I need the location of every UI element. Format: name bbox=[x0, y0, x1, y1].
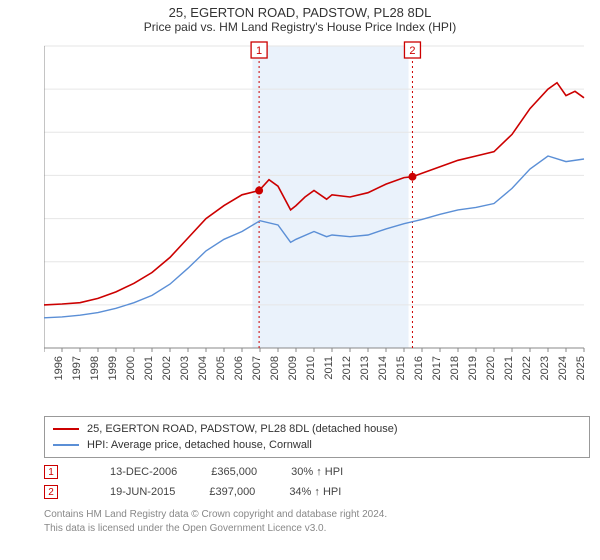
svg-text:2019: 2019 bbox=[467, 356, 479, 380]
svg-text:1996: 1996 bbox=[53, 356, 65, 380]
svg-text:1995: 1995 bbox=[44, 356, 47, 380]
svg-text:2021: 2021 bbox=[503, 356, 515, 380]
svg-text:2011: 2011 bbox=[323, 356, 335, 380]
svg-text:2000: 2000 bbox=[125, 356, 137, 380]
svg-text:2007: 2007 bbox=[251, 356, 263, 380]
svg-text:2013: 2013 bbox=[359, 356, 371, 380]
svg-text:2006: 2006 bbox=[233, 356, 245, 380]
svg-text:2020: 2020 bbox=[485, 356, 497, 380]
svg-text:2003: 2003 bbox=[179, 356, 191, 380]
marker-row: 2 19-JUN-2015 £397,000 34% ↑ HPI bbox=[44, 482, 590, 502]
svg-text:1999: 1999 bbox=[107, 356, 119, 380]
marker-delta: 30% ↑ HPI bbox=[291, 466, 343, 478]
marker-price: £397,000 bbox=[209, 486, 255, 498]
svg-text:1997: 1997 bbox=[71, 356, 83, 380]
legend: 25, EGERTON ROAD, PADSTOW, PL28 8DL (det… bbox=[44, 416, 590, 458]
legend-item-property: 25, EGERTON ROAD, PADSTOW, PL28 8DL (det… bbox=[53, 421, 581, 437]
legend-swatch bbox=[53, 444, 79, 446]
legend-label: HPI: Average price, detached house, Corn… bbox=[87, 439, 312, 451]
svg-text:2022: 2022 bbox=[521, 356, 533, 380]
price-chart: £0£100K£200K£300K£400K£500K£600K£700K199… bbox=[44, 40, 590, 410]
svg-text:2018: 2018 bbox=[449, 356, 461, 380]
footer-line: Contains HM Land Registry data © Crown c… bbox=[44, 508, 590, 522]
marker-row: 1 13-DEC-2006 £365,000 30% ↑ HPI bbox=[44, 462, 590, 482]
marker-badge-icon: 2 bbox=[44, 485, 58, 499]
marker-price: £365,000 bbox=[211, 466, 257, 478]
svg-text:2015: 2015 bbox=[395, 356, 407, 380]
svg-text:2014: 2014 bbox=[377, 356, 389, 380]
svg-text:2002: 2002 bbox=[161, 356, 173, 380]
marker-date: 19-JUN-2015 bbox=[110, 486, 175, 498]
svg-text:2024: 2024 bbox=[557, 356, 569, 380]
marker-date: 13-DEC-2006 bbox=[110, 466, 177, 478]
svg-text:2008: 2008 bbox=[269, 356, 281, 380]
marker-delta: 34% ↑ HPI bbox=[289, 486, 341, 498]
svg-text:2005: 2005 bbox=[215, 356, 227, 380]
svg-text:2009: 2009 bbox=[287, 356, 299, 380]
svg-text:2017: 2017 bbox=[431, 356, 443, 380]
legend-label: 25, EGERTON ROAD, PADSTOW, PL28 8DL (det… bbox=[87, 423, 398, 435]
svg-text:1998: 1998 bbox=[89, 356, 101, 380]
svg-text:2001: 2001 bbox=[143, 356, 155, 380]
marker-badge-icon: 1 bbox=[44, 465, 58, 479]
legend-item-hpi: HPI: Average price, detached house, Corn… bbox=[53, 437, 581, 453]
footer-line: This data is licensed under the Open Gov… bbox=[44, 522, 590, 536]
svg-text:2: 2 bbox=[409, 45, 415, 57]
svg-text:2012: 2012 bbox=[341, 356, 353, 380]
svg-text:2023: 2023 bbox=[539, 356, 551, 380]
svg-text:2010: 2010 bbox=[305, 356, 317, 380]
svg-text:1: 1 bbox=[256, 45, 262, 57]
svg-text:2025: 2025 bbox=[575, 356, 587, 380]
marker-table: 1 13-DEC-2006 £365,000 30% ↑ HPI 2 19-JU… bbox=[44, 462, 590, 502]
footer: Contains HM Land Registry data © Crown c… bbox=[44, 508, 590, 535]
page-title: 25, EGERTON ROAD, PADSTOW, PL28 8DL bbox=[0, 0, 600, 20]
chart-svg: £0£100K£200K£300K£400K£500K£600K£700K199… bbox=[44, 40, 590, 410]
legend-swatch bbox=[53, 428, 79, 430]
svg-text:2004: 2004 bbox=[197, 356, 209, 380]
svg-text:2016: 2016 bbox=[413, 356, 425, 380]
page-subtitle: Price paid vs. HM Land Registry's House … bbox=[0, 20, 600, 40]
